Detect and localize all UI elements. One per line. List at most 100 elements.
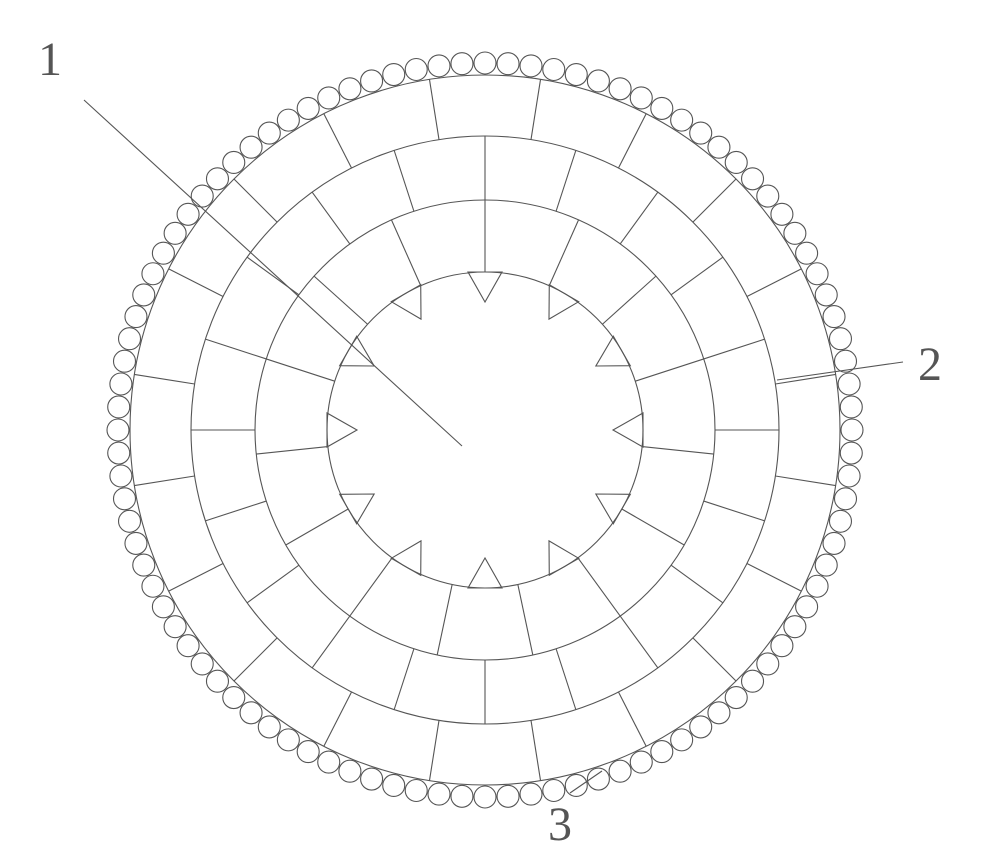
inner-triangle <box>613 413 643 447</box>
brick-divider <box>314 276 368 324</box>
outer-circlet <box>177 635 199 657</box>
brick-divider <box>747 269 801 297</box>
outer-circlet <box>110 373 132 395</box>
brick-divider <box>704 501 765 521</box>
outer-circlet <box>829 328 851 350</box>
outer-circlet <box>258 122 280 144</box>
outer-circlet <box>497 53 519 75</box>
brick-divider <box>693 638 736 681</box>
outer-circlet <box>133 284 155 306</box>
outer-circlet <box>107 419 129 441</box>
outer-circlet <box>223 687 245 709</box>
outer-circlet <box>361 768 383 790</box>
outer-circlet <box>630 751 652 773</box>
outer-circlet <box>451 785 473 807</box>
brick-divider <box>549 220 578 286</box>
outer-circlet <box>339 78 361 100</box>
outer-circlet <box>191 185 213 207</box>
outer-circlet <box>277 729 299 751</box>
brick-divider <box>618 114 646 168</box>
brick-divider <box>622 509 684 545</box>
outer-circlet <box>206 670 228 692</box>
brick-divider <box>518 585 533 655</box>
outer-circlet <box>114 488 136 510</box>
brick-divider <box>620 192 658 244</box>
brick-divider <box>256 447 328 455</box>
brick-divider <box>775 476 835 486</box>
outer-circlet <box>690 122 712 144</box>
brick-divider <box>286 509 348 545</box>
outer-circlet <box>841 419 863 441</box>
outer-circlet <box>829 510 851 532</box>
brick-divider <box>642 447 714 455</box>
inner-triangle <box>340 494 374 524</box>
inner-triangle <box>549 285 579 319</box>
outer-circlet <box>428 55 450 77</box>
brick-divider <box>429 720 439 780</box>
outer-circlet <box>339 760 361 782</box>
brick-divider <box>169 563 223 591</box>
outer-circlet <box>671 109 693 131</box>
outer-circlet <box>108 442 130 464</box>
outer-circlet <box>784 222 806 244</box>
outer-circlet <box>806 575 828 597</box>
brick-divider <box>134 476 194 486</box>
outer-circlet <box>223 151 245 173</box>
inner-triangle <box>468 272 502 302</box>
brick-divider <box>437 585 452 655</box>
outer-circlet <box>806 263 828 285</box>
outer-circlet <box>258 716 280 738</box>
outer-circlet <box>838 465 860 487</box>
outer-circlet <box>757 185 779 207</box>
inner-triangle <box>468 558 502 588</box>
brick-divider <box>205 339 266 359</box>
brick-divider <box>429 79 439 139</box>
outer-circlet <box>823 306 845 328</box>
inner-triangle <box>327 413 357 447</box>
outer-circlet <box>725 687 747 709</box>
label-l3: 3 <box>548 798 572 851</box>
outer-circlet <box>609 760 631 782</box>
outer-circlet <box>240 702 262 724</box>
outer-circlet <box>543 59 565 81</box>
brick-divider <box>704 339 765 359</box>
brick-divider <box>394 150 414 211</box>
brick-divider <box>747 563 801 591</box>
inner-triangle <box>596 336 630 366</box>
outer-circlet <box>823 532 845 554</box>
label-l1: 1 <box>38 33 62 86</box>
outer-circlet <box>834 488 856 510</box>
inner-triangle <box>596 494 630 524</box>
brick-divider <box>234 179 277 222</box>
brick-divider <box>391 220 420 286</box>
outer-circlet <box>708 136 730 158</box>
outer-circlet <box>840 442 862 464</box>
outer-circlet <box>110 465 132 487</box>
leader-line-l1 <box>84 100 462 446</box>
outer-circlet <box>565 774 587 796</box>
outer-circlet <box>177 203 199 225</box>
outer-circlet <box>771 203 793 225</box>
inner-triangle <box>391 541 421 575</box>
outer-circlet <box>651 97 673 119</box>
brick-divider <box>671 257 723 295</box>
outer-circlet <box>474 52 496 74</box>
outer-circlet <box>520 783 542 805</box>
outer-circlet <box>405 779 427 801</box>
outer-circlet <box>164 616 186 638</box>
outer-circlet <box>725 151 747 173</box>
outer-circlet <box>297 97 319 119</box>
outer-circlet <box>318 751 340 773</box>
brick-divider <box>693 179 736 222</box>
outer-circlet <box>142 263 164 285</box>
outer-circlet <box>796 596 818 618</box>
brick-divider <box>169 269 223 297</box>
brick-divider <box>620 616 658 668</box>
outer-circlet <box>474 786 496 808</box>
outer-circlet <box>206 168 228 190</box>
outer-circlet <box>383 774 405 796</box>
outer-circlet <box>757 653 779 675</box>
outer-circlet <box>651 741 673 763</box>
brick-divider <box>312 192 350 244</box>
outer-circlet <box>784 616 806 638</box>
